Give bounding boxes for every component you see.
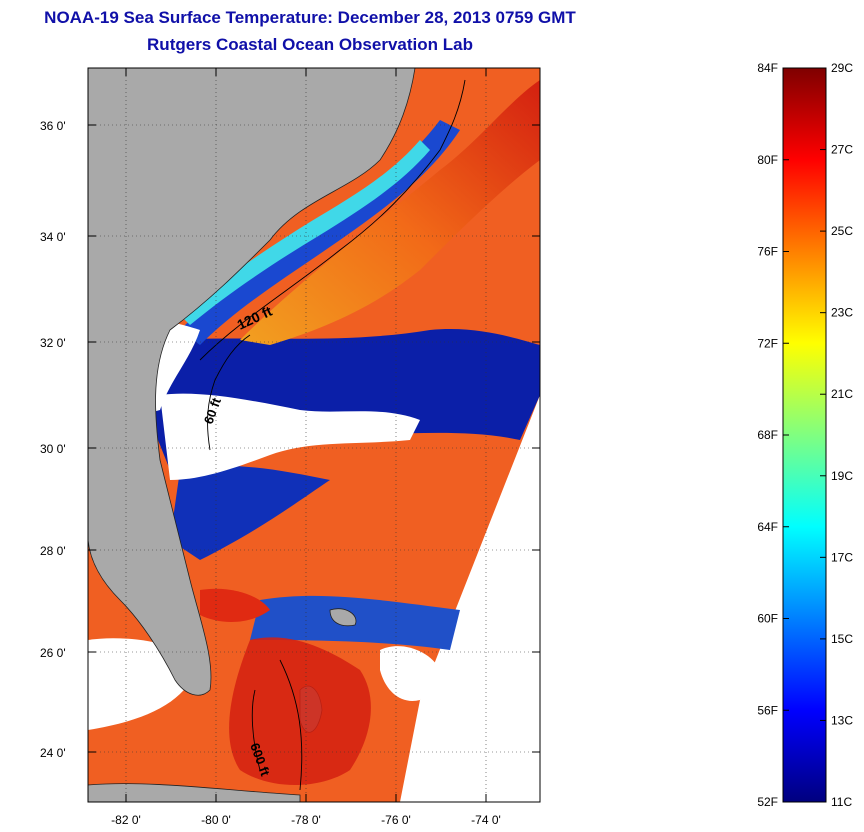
celsius-label: 25C	[831, 224, 853, 238]
bahamas-island	[329, 608, 357, 627]
fahrenheit-label: 68F	[757, 428, 778, 442]
lat-label-26: 26 0'	[40, 646, 66, 660]
fahrenheit-label: 64F	[757, 520, 778, 534]
lat-label-36: 36 0'	[40, 119, 66, 133]
gulf-stream	[240, 80, 540, 345]
fahrenheit-label: 56F	[757, 703, 778, 717]
lon-label-82: -82 0'	[111, 813, 141, 827]
cold-water-band	[150, 328, 540, 470]
fahrenheit-label: 84F	[757, 61, 778, 75]
cloud-patch	[160, 393, 420, 480]
graticule	[88, 68, 540, 802]
land-mass	[88, 68, 416, 696]
cuba-coast	[88, 783, 301, 802]
celsius-label: 17C	[831, 550, 853, 564]
map-border	[87, 67, 541, 803]
celsius-label: 21C	[831, 387, 853, 401]
lon-label-80: -80 0'	[201, 813, 231, 827]
contour-120ft	[199, 79, 466, 361]
lat-label-28: 28 0'	[40, 544, 66, 558]
color-scale-ticks	[783, 67, 826, 803]
fahrenheit-label: 72F	[757, 336, 778, 350]
lon-label-76: -76 0'	[381, 813, 411, 827]
fahrenheit-labels: 84F 80F 76F 72F 68F 64F 60F 56F 52F	[757, 61, 778, 809]
fahrenheit-label: 80F	[757, 153, 778, 167]
celsius-labels: 29C 27C 25C 23C 21C 19C 17C 15C 13C 11C	[831, 61, 853, 809]
warm-patch	[200, 588, 270, 622]
fahrenheit-label: 76F	[757, 245, 778, 259]
lon-label-74: -74 0'	[471, 813, 501, 827]
color-scale-bar	[782, 67, 827, 803]
lat-label-30: 30 0'	[40, 442, 66, 456]
sst-map: 120 ft 60 ft 600 ft 36 0' 34 0' 32 0' 30…	[40, 67, 541, 827]
cold-water-shelf	[170, 465, 330, 560]
celsius-label: 11C	[831, 795, 852, 809]
fahrenheit-label: 60F	[757, 612, 778, 626]
lon-label-78: -78 0'	[291, 813, 321, 827]
celsius-label: 23C	[831, 306, 853, 320]
lat-label-32: 32 0'	[40, 336, 66, 350]
warm-patch	[229, 637, 371, 785]
map-subtitle: Rutgers Coastal Ocean Observation Lab	[147, 35, 473, 54]
celsius-label: 15C	[831, 632, 853, 646]
celsius-label: 19C	[831, 469, 853, 483]
celsius-label: 13C	[831, 713, 853, 727]
lat-label-34: 34 0'	[40, 230, 66, 244]
color-scale: 84F 80F 76F 72F 68F 64F 60F 56F 52F 29C 27C 25C 23C…	[757, 61, 853, 809]
map-title: NOAA-19 Sea Surface Temperature: Decembe…	[44, 8, 576, 27]
nearshore-cyan	[180, 140, 430, 325]
contour-60ft	[207, 334, 251, 451]
contour-600ft	[251, 659, 303, 791]
cloud-patch	[380, 646, 440, 701]
celsius-label: 27C	[831, 143, 853, 157]
celsius-label: 29C	[831, 61, 853, 75]
fahrenheit-label: 52F	[757, 795, 778, 809]
axis-ticks	[88, 68, 540, 802]
lat-label-24: 24 0'	[40, 746, 66, 760]
